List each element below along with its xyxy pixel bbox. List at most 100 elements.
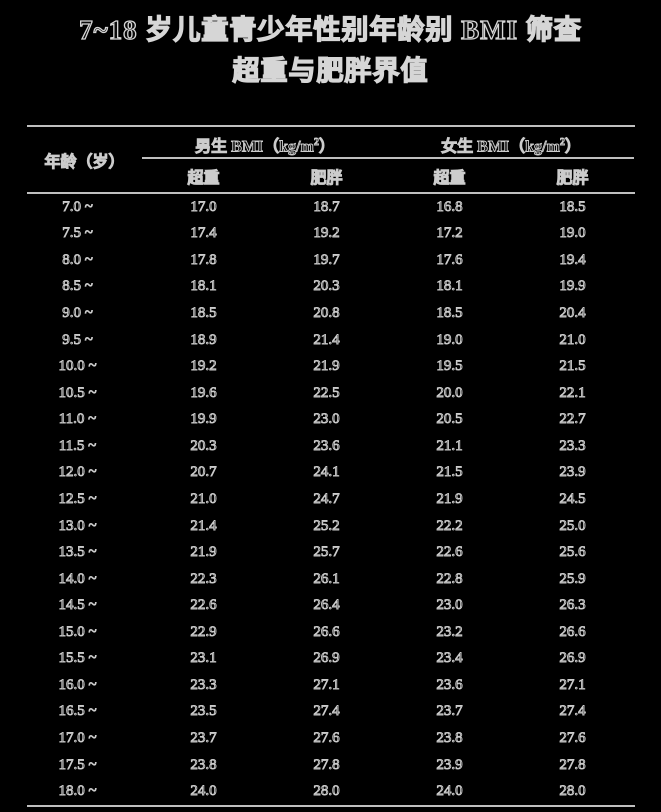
value-cell: 27.4 (559, 703, 586, 720)
value-cell: 19.0 (436, 331, 463, 348)
age-cell: 14.0 ~ (58, 570, 97, 587)
age-cell: 16.0 ~ (58, 676, 97, 693)
table-bottom-rule (27, 804, 635, 807)
value-cell: 23.3 (190, 676, 217, 693)
table-row: 18.0 ~ 24.0 28.0 24.0 28.0 (27, 778, 634, 805)
age-cell: 8.5 ~ (62, 278, 94, 295)
value-cell: 26.6 (313, 623, 340, 640)
age-cell: 7.5 ~ (62, 225, 94, 242)
table-row: 11.5 ~ 20.3 23.6 21.1 23.3 (27, 433, 634, 460)
age-cell: 14.5 ~ (58, 597, 97, 614)
page-title: 7~18 岁儿童青少年性别年龄别 BMI 筛查 超重与肥胖界值 (0, 10, 661, 92)
value-cell: 24.1 (313, 464, 340, 481)
value-cell: 21.0 (559, 331, 586, 348)
value-cell: 19.9 (190, 411, 217, 428)
title-line-1: 7~18 岁儿童青少年性别年龄别 BMI 筛查 (78, 14, 582, 45)
female-group-label-text: 女生 BMI（kg/m (441, 138, 561, 156)
value-cell: 27.1 (559, 676, 586, 693)
value-cell: 23.9 (436, 756, 463, 773)
value-cell: 23.1 (190, 650, 217, 667)
age-cell: 12.5 ~ (58, 490, 97, 508)
value-cell: 21.4 (190, 517, 217, 534)
value-cell: 23.8 (190, 756, 217, 773)
value-cell: 21.1 (436, 437, 463, 454)
value-cell: 19.4 (559, 251, 586, 268)
value-cell: 25.9 (559, 570, 586, 587)
value-cell: 16.8 (436, 198, 463, 215)
col-header-female-overweight: 超重 (433, 169, 466, 187)
value-cell: 26.9 (559, 650, 586, 667)
value-cell: 20.3 (190, 437, 217, 454)
table-row: 14.0 ~ 22.3 26.1 22.8 25.9 (27, 566, 634, 593)
value-cell: 21.9 (190, 544, 217, 561)
male-group-label-close: ） (318, 138, 335, 156)
value-cell: 26.9 (313, 650, 340, 667)
table-header: 年龄（岁） 男生 BMI（kg/m2） 超重 肥胖 女生 BMI（kg/m2） … (27, 127, 634, 192)
value-cell: 22.8 (436, 570, 463, 587)
value-cell: 25.6 (559, 544, 586, 561)
value-cell: 27.8 (559, 756, 586, 773)
value-cell: 25.2 (313, 517, 340, 534)
value-cell: 19.6 (190, 384, 217, 401)
value-cell: 23.5 (190, 703, 217, 720)
col-group-female: 女生 BMI（kg/m2） 超重 肥胖 (388, 127, 634, 192)
value-cell: 23.6 (436, 676, 463, 693)
table-row: 8.5 ~ 18.1 20.3 18.1 19.9 (27, 274, 634, 301)
age-cell: 13.5 ~ (58, 544, 97, 561)
female-group-label-close: ） (564, 138, 581, 156)
value-cell: 20.4 (559, 305, 586, 322)
col-header-male-overweight: 超重 (187, 169, 220, 187)
male-group-label-sup: 2 (313, 137, 319, 149)
table-row: 9.5 ~ 18.9 21.4 19.0 21.0 (27, 327, 634, 354)
value-cell: 18.5 (190, 305, 217, 322)
male-group-label: 男生 BMI（kg/m2） (142, 127, 388, 159)
value-cell: 18.1 (190, 278, 217, 295)
value-cell: 21.9 (436, 490, 463, 508)
age-cell: 17.5 ~ (58, 756, 97, 773)
age-cell: 12.0 ~ (58, 464, 97, 481)
value-cell: 20.7 (190, 464, 217, 481)
value-cell: 21.9 (313, 358, 340, 375)
value-cell: 27.8 (313, 756, 340, 773)
value-cell: 21.5 (559, 358, 586, 375)
female-group-label: 女生 BMI（kg/m2） (388, 127, 634, 159)
value-cell: 22.7 (559, 411, 586, 428)
value-cell: 21.5 (436, 464, 463, 481)
age-cell: 7.0 ~ (62, 198, 94, 215)
value-cell: 19.5 (436, 358, 463, 375)
age-cell: 9.0 ~ (62, 305, 94, 322)
value-cell: 17.6 (436, 251, 463, 268)
value-cell: 19.2 (190, 358, 217, 375)
col-header-female-obese: 肥胖 (556, 169, 589, 187)
value-cell: 28.0 (313, 783, 340, 800)
value-cell: 26.4 (313, 597, 340, 614)
value-cell: 18.5 (436, 305, 463, 322)
value-cell: 24.7 (313, 490, 340, 508)
value-cell: 22.9 (190, 623, 217, 640)
table-row: 17.5 ~ 23.8 27.8 23.9 27.8 (27, 752, 634, 779)
age-cell: 15.5 ~ (58, 650, 97, 667)
table-row: 7.5 ~ 17.4 19.2 17.2 19.0 (27, 221, 634, 248)
female-group-label-sup: 2 (559, 137, 565, 149)
value-cell: 27.4 (313, 703, 340, 720)
header-bottom-rule (27, 192, 635, 194)
table-row: 16.0 ~ 23.3 27.1 23.6 27.1 (27, 672, 634, 699)
female-subheaders: 超重 肥胖 (388, 159, 634, 192)
value-cell: 24.5 (559, 490, 586, 508)
value-cell: 23.0 (313, 411, 340, 428)
value-cell: 25.7 (313, 544, 340, 561)
value-cell: 18.7 (313, 198, 340, 215)
table-row: 12.0 ~ 20.7 24.1 21.5 23.9 (27, 460, 634, 487)
table-row: 9.0 ~ 18.5 20.8 18.5 20.4 (27, 300, 634, 327)
value-cell: 17.0 (190, 198, 217, 215)
table-row: 13.0 ~ 21.4 25.2 22.2 25.0 (27, 513, 634, 540)
value-cell: 27.6 (313, 730, 340, 747)
age-cell: 15.0 ~ (58, 623, 97, 640)
value-cell: 23.7 (190, 730, 217, 747)
value-cell: 26.1 (313, 570, 340, 587)
value-cell: 22.2 (436, 517, 463, 534)
value-cell: 22.6 (436, 544, 463, 561)
value-cell: 19.9 (559, 278, 586, 295)
col-header-male-obese: 肥胖 (310, 169, 343, 187)
